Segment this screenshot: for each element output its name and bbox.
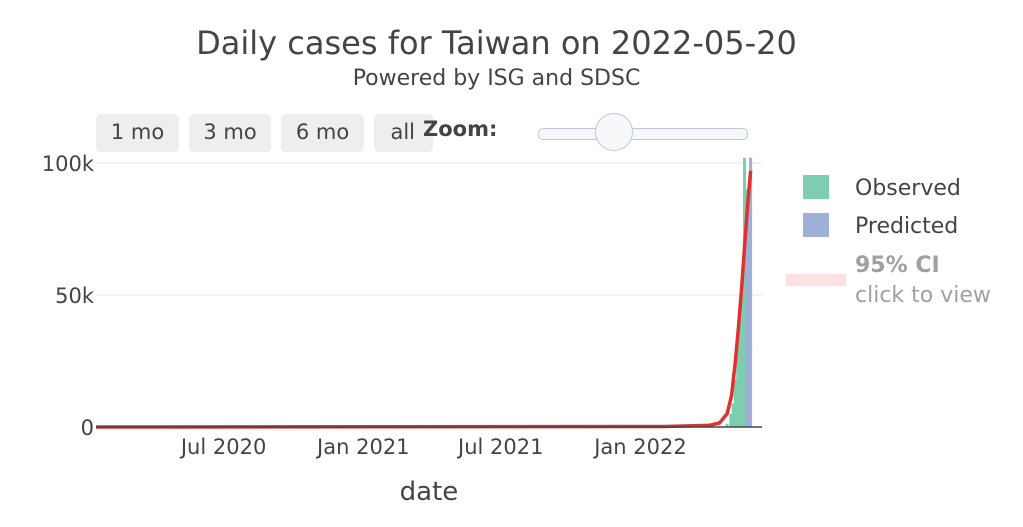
range-button-all[interactable]: all <box>374 114 433 152</box>
observed-bar[interactable] <box>729 413 733 427</box>
range-button-all-label: all <box>390 120 415 144</box>
x-tick-label: Jul 2020 <box>179 435 266 459</box>
y-tick-label: 50k <box>55 284 95 308</box>
observed-bar[interactable] <box>736 347 740 427</box>
legend-predicted-label[interactable]: Predicted <box>855 214 958 239</box>
legend-ci-title[interactable]: 95% CI <box>855 253 940 278</box>
predicted-bar[interactable] <box>749 157 753 427</box>
chart-title: Daily cases for Taiwan on 2022-05-20 <box>196 24 797 62</box>
x-tick-label: Jan 2022 <box>592 435 687 459</box>
legend-ci-swatch[interactable] <box>786 274 846 286</box>
observed-bar[interactable] <box>731 403 735 427</box>
range-button-3mo[interactable]: 3 mo <box>189 114 271 152</box>
observed-bar[interactable] <box>737 318 741 427</box>
y-tick-label: 100k <box>42 152 95 176</box>
range-button-1mo[interactable]: 1 mo <box>96 114 179 152</box>
legend-predicted-swatch[interactable] <box>803 213 829 237</box>
range-button-6mo[interactable]: 6 mo <box>281 114 364 152</box>
observed-bar[interactable] <box>740 276 744 427</box>
trend-line[interactable] <box>95 170 753 429</box>
zoom-label: Zoom: <box>423 117 498 141</box>
legend-ci-hint[interactable]: click to view <box>855 283 991 308</box>
zoom-slider-track[interactable] <box>538 128 748 140</box>
legend-observed-swatch[interactable] <box>803 175 829 199</box>
observed-bar[interactable] <box>725 423 729 427</box>
observed-bar[interactable] <box>733 379 737 427</box>
legend-observed-label[interactable]: Observed <box>855 176 961 201</box>
y-tick-label: 0 <box>81 416 94 440</box>
chart-subtitle: Powered by ISG and SDSC <box>352 66 641 91</box>
x-axis-title: date <box>400 477 459 507</box>
x-tick-label: Jan 2021 <box>315 435 410 459</box>
observed-bar[interactable] <box>739 300 743 427</box>
x-tick-label: Jul 2021 <box>456 435 543 459</box>
zoom-slider-handle[interactable] <box>595 113 633 151</box>
